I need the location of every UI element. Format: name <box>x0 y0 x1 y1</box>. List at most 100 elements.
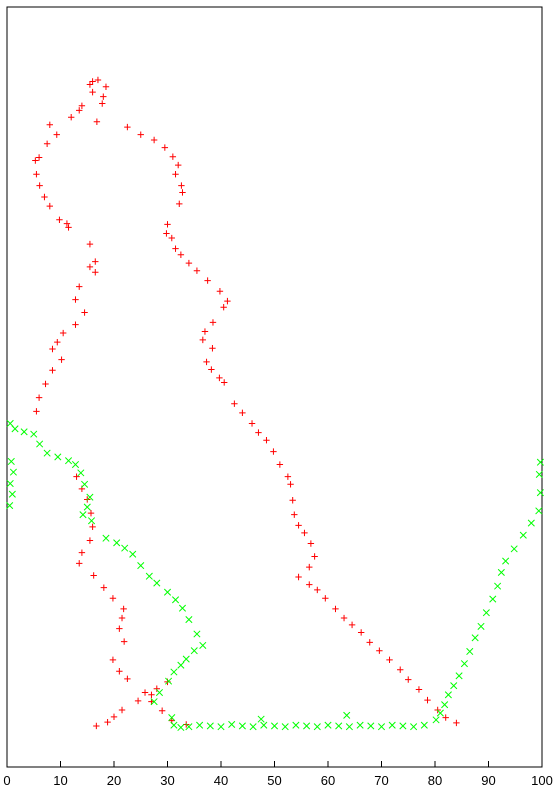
plus-point <box>120 638 128 645</box>
plus-point <box>203 358 210 366</box>
plus-point <box>43 140 51 147</box>
x-tick-label: 80 <box>428 773 442 788</box>
data-series <box>6 76 544 732</box>
plus-point <box>63 220 71 227</box>
x-tick-label: 60 <box>321 773 335 788</box>
cross-point <box>83 503 91 511</box>
plus-point <box>172 245 179 252</box>
plus-point <box>204 277 211 284</box>
plus-point <box>32 157 39 164</box>
cross-point <box>494 582 502 590</box>
plus-point <box>255 429 262 436</box>
cross-point <box>11 425 19 433</box>
cross-point <box>527 519 535 527</box>
cross-point <box>193 630 201 638</box>
plus-point <box>291 511 298 518</box>
cross-point <box>170 721 178 729</box>
plus-point <box>172 171 179 178</box>
cross-point <box>324 721 332 729</box>
plus-point <box>78 102 86 109</box>
plus-point <box>33 171 40 178</box>
plus-point <box>35 154 43 161</box>
plus-point <box>178 182 185 189</box>
cross-point <box>535 470 543 478</box>
cross-point <box>43 449 51 457</box>
cross-point <box>477 622 485 630</box>
plus-point <box>295 573 302 581</box>
plus-point <box>405 676 412 683</box>
cross-point <box>177 661 185 669</box>
cross-point <box>260 721 268 729</box>
plus-point <box>141 689 149 696</box>
plus-point <box>86 81 94 88</box>
plus-point <box>118 706 126 714</box>
plus-point <box>289 497 296 504</box>
cross-point <box>482 609 490 617</box>
cross-point <box>217 723 225 731</box>
cross-point <box>388 721 396 729</box>
cross-point <box>6 502 14 510</box>
plus-point <box>65 224 72 231</box>
plus-point <box>92 269 99 276</box>
cross-point <box>30 430 38 438</box>
cross-point <box>54 453 62 461</box>
plus-point <box>35 394 43 401</box>
plus-point <box>99 100 106 107</box>
cross-point <box>519 531 527 539</box>
cross-point <box>77 469 85 477</box>
cross-point <box>303 722 311 730</box>
plus-point <box>68 114 75 121</box>
plus-point <box>193 267 201 274</box>
plus-point <box>199 336 207 344</box>
plus-point <box>314 586 321 594</box>
cross-point <box>170 668 178 676</box>
cross-point <box>196 721 204 729</box>
plus-point <box>311 553 318 560</box>
cross-point <box>9 468 17 476</box>
plus-point <box>340 614 348 622</box>
plus-point <box>86 240 94 248</box>
cross-point <box>441 701 449 709</box>
cross-point <box>185 723 193 731</box>
plus-point <box>185 259 193 267</box>
cross-point <box>535 507 543 515</box>
cross-point <box>168 714 176 722</box>
plus-point <box>100 93 107 100</box>
plus-point <box>287 481 294 488</box>
cross-point <box>199 641 207 649</box>
plus-point <box>90 572 97 579</box>
cross-point <box>238 722 246 730</box>
plus-point <box>86 537 94 544</box>
plus-point <box>118 614 126 622</box>
cross-point <box>536 458 544 466</box>
plus-point <box>76 283 83 290</box>
cross-point <box>270 722 279 730</box>
plus-point <box>49 367 56 374</box>
plus-point <box>78 549 86 556</box>
cross-point <box>190 647 198 655</box>
cross-point <box>171 596 180 604</box>
plus-point <box>306 581 313 588</box>
plus-point <box>89 523 96 531</box>
cross-point <box>367 722 375 730</box>
cross-point <box>399 722 407 730</box>
plus-point <box>216 288 224 295</box>
x-tick-label: 90 <box>481 773 495 788</box>
plus-point <box>110 713 118 721</box>
plus-point <box>386 656 393 664</box>
cross-point <box>182 655 190 663</box>
cross-point <box>444 691 452 699</box>
plus-point <box>124 675 131 683</box>
plus-point <box>322 595 329 602</box>
plus-point <box>102 83 110 90</box>
plus-point <box>33 408 40 415</box>
x-tick-label: 10 <box>53 773 67 788</box>
cross-point <box>20 428 28 436</box>
cross-point <box>165 677 173 685</box>
plus-point <box>209 345 216 352</box>
cross-point <box>460 660 468 668</box>
plus-point <box>89 78 96 85</box>
cross-point <box>137 562 145 570</box>
plus-point <box>53 131 60 138</box>
